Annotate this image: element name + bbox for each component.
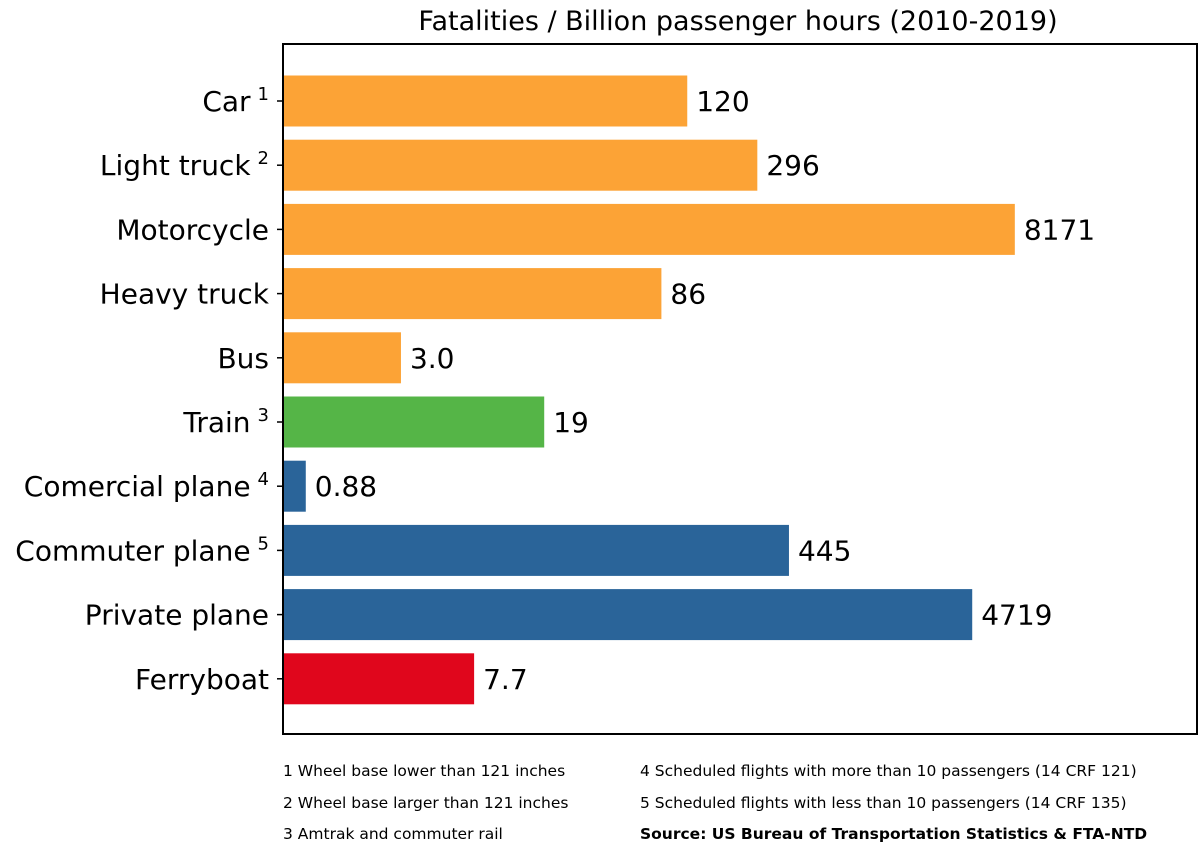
bar-chart: Fatalities / Billion passenger hours (20… bbox=[15, 6, 1198, 735]
bar-ferryboat bbox=[283, 653, 475, 705]
category-label: Train 3 bbox=[182, 405, 269, 439]
footnote-marker: 3 bbox=[258, 405, 269, 426]
value-label: 120 bbox=[696, 85, 749, 118]
bar-bus bbox=[283, 332, 401, 384]
category-label: Car 1 bbox=[202, 84, 269, 118]
footnote-3: 3 Amtrak and commuter rail bbox=[283, 825, 503, 843]
source-note: Source: US Bureau of Transportation Stat… bbox=[640, 825, 1148, 843]
chart-title: Fatalities / Billion passenger hours (20… bbox=[418, 6, 1057, 37]
value-label: 296 bbox=[766, 149, 819, 182]
category-label: Motorcycle bbox=[116, 213, 269, 246]
value-label: 86 bbox=[670, 278, 706, 311]
category-label: Light truck 2 bbox=[100, 148, 269, 182]
category-label: Commuter plane 5 bbox=[15, 533, 269, 567]
value-label: 4719 bbox=[981, 599, 1052, 632]
footnote-marker: 1 bbox=[258, 84, 269, 105]
value-label: 8171 bbox=[1024, 213, 1095, 246]
footnote-2: 2 Wheel base larger than 121 inches bbox=[283, 794, 569, 812]
footnote-1: 1 Wheel base lower than 121 inches bbox=[283, 762, 566, 780]
bar-comercial-plane bbox=[283, 460, 306, 512]
value-label: 445 bbox=[798, 534, 851, 567]
plot-frame bbox=[282, 43, 1198, 735]
bar-commuter-plane bbox=[283, 524, 789, 576]
category-label: Comercial plane 4 bbox=[24, 469, 269, 503]
bar-motorcycle bbox=[283, 203, 1015, 255]
footnote-marker: 4 bbox=[258, 469, 269, 490]
category-label: Private plane bbox=[85, 599, 269, 632]
footnote-marker: 2 bbox=[258, 148, 269, 169]
value-label: 3.0 bbox=[410, 342, 455, 375]
value-label: 19 bbox=[553, 406, 589, 439]
footnotes: 1 Wheel base lower than 121 inches 2 Whe… bbox=[0, 758, 1200, 857]
bar-car bbox=[283, 75, 688, 127]
bar-light-truck bbox=[283, 139, 758, 191]
category-label: Bus bbox=[217, 342, 269, 375]
footnote-marker: 5 bbox=[258, 533, 269, 554]
category-label: Ferryboat bbox=[135, 663, 269, 696]
value-label: 0.88 bbox=[315, 470, 377, 503]
category-label: Heavy truck bbox=[100, 278, 270, 311]
footnote-4: 4 Scheduled flights with more than 10 pa… bbox=[640, 762, 1137, 780]
value-label: 7.7 bbox=[483, 663, 528, 696]
bar-private-plane bbox=[283, 589, 973, 641]
footnote-5: 5 Scheduled flights with less than 10 pa… bbox=[640, 794, 1127, 812]
bar-train bbox=[283, 396, 545, 448]
plot-area: 120 Car 1 296 Light truck 2 8171 Motorcycle 86 He… bbox=[15, 75, 1095, 705]
bar-heavy-truck bbox=[283, 268, 662, 320]
